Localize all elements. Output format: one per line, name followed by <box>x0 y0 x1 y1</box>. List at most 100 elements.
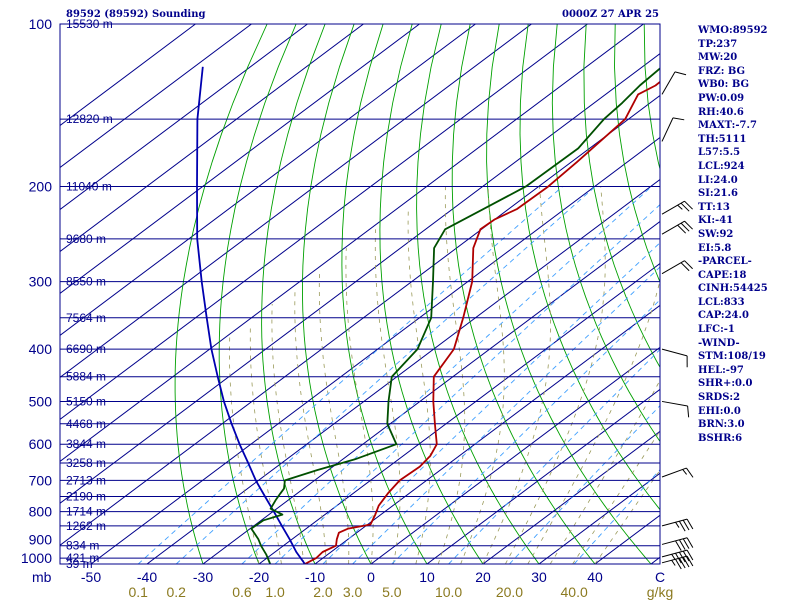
temperature-tick-label: -40 <box>137 569 157 585</box>
dry-adiabat-line <box>341 24 428 564</box>
moist-adiabat-line <box>505 186 606 564</box>
sounding-time: 0000Z 27 APR 25 <box>562 9 659 20</box>
wind-barb <box>661 518 694 532</box>
station-title: 89592 (89592) Sounding <box>66 9 206 20</box>
plot-frame <box>59 23 661 565</box>
moist-adiabat-line <box>437 186 466 564</box>
pressure-tick-label: 300 <box>29 274 53 290</box>
isotherm-line <box>258 262 660 564</box>
pressure-tick-label: 600 <box>29 436 53 452</box>
stat-line: RH:40.6 <box>698 106 744 118</box>
temperature-tick-label: 20 <box>475 569 491 585</box>
height-label: 3258 m <box>66 456 106 470</box>
stat-line: BRN:3.0 <box>698 419 745 431</box>
wind-barb <box>661 400 690 418</box>
height-label: 11040 m <box>66 180 112 194</box>
mixing-ratio-label: 0.1 <box>128 584 148 600</box>
stat-line: CAPE:18 <box>698 269 747 281</box>
stat-line: WB0: BG <box>698 79 749 91</box>
temperature-tick-label: -30 <box>193 569 213 585</box>
wind-barb <box>661 260 693 275</box>
profile-lines <box>196 66 660 564</box>
moist-adiabat-line <box>460 186 505 564</box>
height-label: 1262 m <box>66 519 106 533</box>
stat-line: LI:24.0 <box>698 174 738 186</box>
isotherm-line <box>60 24 532 378</box>
dry-adiabat-line <box>174 24 268 564</box>
moist-adiabat-line <box>482 186 551 564</box>
mixing-ratio-label: 1.0 <box>265 584 285 600</box>
isotherm-line <box>60 94 660 546</box>
temperature-tick-label: 0 <box>367 569 375 585</box>
wind-barb <box>661 200 693 215</box>
stat-line: HEL:-97 <box>698 364 744 376</box>
stat-line: L57:5.5 <box>698 147 741 159</box>
stat-line: -PARCEL- <box>698 256 752 268</box>
wind-barb <box>661 348 688 368</box>
height-label: 15530 m <box>66 17 113 31</box>
temperature-tick-label: -20 <box>249 569 269 585</box>
moist-adiabat-line <box>549 379 660 564</box>
pressure-tick-label: 100 <box>29 16 53 32</box>
isotherm-line <box>60 24 588 420</box>
pressure-tick-label: 200 <box>29 179 53 195</box>
height-label: 5884 m <box>66 370 106 384</box>
height-label: 421 m <box>66 551 99 565</box>
mixing-ratio-line <box>274 204 660 564</box>
stat-line: STM:108/19 <box>698 351 766 363</box>
mixing-ratio-label: 40.0 <box>561 584 588 600</box>
temperature-tick-label: 30 <box>531 569 547 585</box>
height-label: 834 m <box>66 539 99 553</box>
wind-barb <box>661 71 687 95</box>
stability-index-panel: WMO:89592 TP:237 MW:20 FRZ: BG WB0: BG PW:0.0… <box>698 24 768 445</box>
pressure-tick-label: 900 <box>29 531 53 547</box>
temperature-tick-label: 10 <box>419 569 435 585</box>
stat-line: TP:237 <box>698 38 738 50</box>
isotherm-line <box>60 24 644 462</box>
isotherm-line <box>60 52 660 504</box>
height-label: 39 m <box>66 557 93 571</box>
stat-line: EHI:0.0 <box>698 405 741 417</box>
pressure-tick-label: 500 <box>29 393 53 409</box>
pressure-tick-label: 400 <box>29 341 53 357</box>
dry-adiabat-line <box>486 24 652 564</box>
mixing-ratio-label: 20.0 <box>496 584 523 600</box>
mixing-ratio-line <box>448 348 660 564</box>
dry-adiabat-line <box>789 24 800 564</box>
stat-line: LCL:924 <box>698 160 745 172</box>
wind-barbs <box>661 71 694 570</box>
temperature-tick-label: -50 <box>81 569 101 585</box>
moist-adiabat-line <box>318 273 350 564</box>
isotherm-line <box>60 24 420 295</box>
parcel-path-line <box>196 66 306 564</box>
stat-line: EI:5.8 <box>698 242 732 254</box>
stat-line: CAP:24.0 <box>698 310 749 322</box>
pressure-unit-label: mb <box>32 569 52 585</box>
background-lines <box>60 24 800 564</box>
wind-barb <box>661 549 694 564</box>
mixing-ratio-label: 5.0 <box>382 584 402 600</box>
mixing-ratio-label: 10.0 <box>435 584 462 600</box>
height-label: 8550 m <box>66 275 106 289</box>
stat-line: TT:13 <box>698 201 730 213</box>
isotherm-line <box>202 220 660 564</box>
temperature-unit-label: C <box>655 569 665 585</box>
pressure-tick-label: 800 <box>29 504 53 520</box>
stat-line: SI:21.6 <box>698 188 738 200</box>
pressure-tick-label: 1000 <box>21 550 52 566</box>
wind-barb <box>661 537 694 551</box>
isotherm-line <box>60 24 196 127</box>
dewpoint-line <box>250 67 660 564</box>
height-label: 1714 m <box>66 505 106 519</box>
mixing-ratio-line <box>322 242 660 564</box>
moist-adiabat-line <box>249 324 282 564</box>
stat-line: BSHR:6 <box>698 432 743 444</box>
isotherm-line <box>482 430 660 564</box>
stat-line: PW:0.09 <box>698 92 745 104</box>
stat-line: TH:5111 <box>698 133 747 145</box>
isotherm-line <box>370 346 660 564</box>
moist-adiabat-line <box>294 289 327 564</box>
moist-adiabat-line <box>271 303 305 564</box>
moist-adiabat-line <box>229 337 260 564</box>
